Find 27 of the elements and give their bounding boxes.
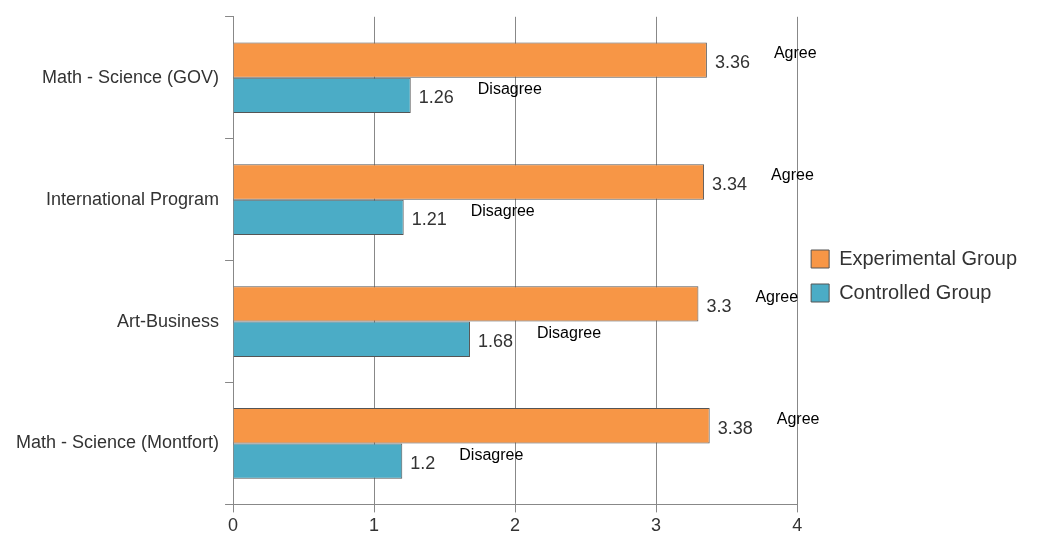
data-label: 3.38	[717, 417, 753, 438]
annotation: Disagree	[477, 79, 542, 97]
x-tick-label: 0	[228, 515, 239, 536]
y-tick-label: Math - Science (GOV)	[42, 66, 220, 87]
annotation: Agree	[755, 288, 799, 306]
x-tick-label: 1	[369, 515, 380, 536]
annotation: Agree	[776, 410, 820, 428]
data-label: 1.2	[410, 453, 436, 474]
y-tick-label: Math - Science (Montfort)	[16, 432, 220, 453]
legend-label: Controlled Group	[839, 280, 992, 303]
x-tick-label: 3	[651, 515, 662, 536]
data-label: 3.36	[714, 52, 750, 73]
y-tick-label: International Program	[45, 188, 220, 209]
data-label: 1.21	[411, 209, 447, 230]
data-label: 3.3	[706, 295, 732, 316]
annotation: Agree	[773, 44, 817, 62]
data-label: 1.68	[477, 331, 514, 352]
annotation: Disagree	[470, 201, 535, 219]
data-label: 3.34	[712, 173, 748, 194]
annotation: Disagree	[537, 323, 602, 341]
annotation: Agree	[771, 166, 814, 184]
data-label: 1.26	[418, 87, 454, 108]
legend-label: Experimental Group	[839, 246, 1018, 269]
x-tick-label: 4	[792, 515, 803, 536]
x-tick-label: 2	[510, 515, 521, 536]
y-tick-label: Art-Business	[117, 310, 220, 331]
annotation: Disagree	[459, 445, 524, 463]
